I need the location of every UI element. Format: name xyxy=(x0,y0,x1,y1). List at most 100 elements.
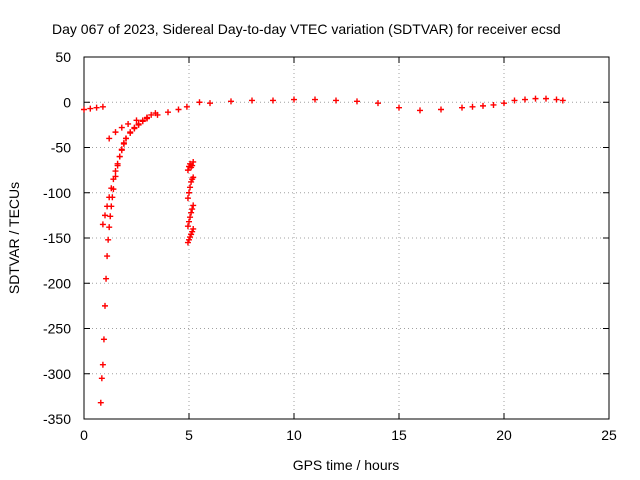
y-tick-label: -50 xyxy=(51,140,71,156)
data-point xyxy=(114,160,121,167)
data-point xyxy=(131,125,138,132)
y-tick-label: -200 xyxy=(43,275,71,291)
series-gap-segments xyxy=(184,158,197,246)
data-point xyxy=(270,97,276,104)
data-point xyxy=(459,104,465,111)
y-tick-label: -250 xyxy=(43,321,71,337)
data-point xyxy=(189,162,196,169)
y-tick-label: -300 xyxy=(43,366,71,382)
tick-layer: 0 5 10 15 20 25 -350 -300 -250 -200 -150 -100 -50 0 50 xyxy=(43,49,617,443)
data-point xyxy=(196,99,203,106)
data-point xyxy=(127,130,134,137)
data-point xyxy=(553,96,560,103)
data-point xyxy=(190,225,197,232)
data-point xyxy=(139,118,146,125)
y-tick-label: -150 xyxy=(43,230,71,246)
data-point xyxy=(106,194,113,201)
data-point xyxy=(110,176,117,183)
data-point xyxy=(522,96,528,103)
data-point xyxy=(469,103,476,110)
data-point xyxy=(102,302,108,309)
data-point xyxy=(207,100,213,107)
data-point xyxy=(511,97,518,104)
data-point xyxy=(532,95,539,102)
data-point xyxy=(106,135,113,142)
data-point xyxy=(543,95,549,102)
data-point xyxy=(354,98,360,105)
data-point xyxy=(184,195,191,202)
data-point xyxy=(81,106,87,113)
data-point xyxy=(123,135,129,142)
data-point xyxy=(186,236,192,243)
data-point xyxy=(133,117,140,124)
data-point xyxy=(104,203,111,210)
data-point xyxy=(93,104,100,111)
x-tick-label: 10 xyxy=(286,427,302,443)
data-point xyxy=(375,100,381,107)
data-point xyxy=(291,96,297,103)
data-point xyxy=(103,275,110,282)
data-point xyxy=(190,158,197,165)
data-point xyxy=(184,223,191,230)
y-tick-label: 50 xyxy=(55,49,71,65)
data-point xyxy=(99,103,106,110)
data-point xyxy=(118,147,125,154)
data-point xyxy=(106,224,113,231)
data-point xyxy=(188,231,195,238)
data-point xyxy=(186,189,192,196)
data-point xyxy=(228,98,234,105)
data-point xyxy=(165,109,171,116)
data-point xyxy=(396,104,402,111)
data-point xyxy=(98,375,105,382)
x-tick-label: 20 xyxy=(496,427,512,443)
data-point xyxy=(187,214,194,221)
x-tick-label: 25 xyxy=(601,427,617,443)
data-point xyxy=(333,97,339,104)
series-descent-branch xyxy=(97,110,159,406)
data-point xyxy=(417,107,423,114)
data-point xyxy=(184,167,191,174)
data-point xyxy=(99,361,106,368)
data-point xyxy=(107,213,114,220)
chart-title: Day 067 of 2023, Sidereal Day-to-day VTE… xyxy=(52,21,561,37)
data-point xyxy=(105,236,112,243)
data-point xyxy=(183,103,190,110)
data-point xyxy=(104,253,111,260)
data-point xyxy=(116,153,123,160)
data-points xyxy=(81,95,566,406)
data-point xyxy=(186,218,192,225)
series-main-trend xyxy=(81,95,566,142)
data-point xyxy=(120,140,127,147)
data-point xyxy=(97,399,104,406)
x-tick-label: 0 xyxy=(80,427,88,443)
data-point xyxy=(112,168,119,175)
y-tick-label: -100 xyxy=(43,185,71,201)
data-point xyxy=(501,100,507,107)
y-tick-label: -350 xyxy=(43,411,71,427)
x-axis-label: GPS time / hours xyxy=(293,457,400,473)
y-axis-label: SDTVAR / TECUs xyxy=(6,182,22,294)
data-point xyxy=(490,101,497,108)
x-tick-label: 5 xyxy=(185,427,193,443)
data-point xyxy=(480,102,486,109)
data-point xyxy=(190,202,197,209)
data-point xyxy=(438,106,444,113)
data-point xyxy=(108,185,115,192)
data-point xyxy=(102,212,108,219)
data-point xyxy=(99,221,106,228)
data-point xyxy=(187,184,194,191)
grid-layer xyxy=(84,57,609,419)
data-point xyxy=(100,336,107,343)
x-tick-label: 15 xyxy=(391,427,407,443)
data-point xyxy=(144,115,150,122)
data-point xyxy=(125,120,132,127)
data-point xyxy=(559,97,566,104)
data-point xyxy=(188,178,195,185)
data-point xyxy=(184,239,191,246)
data-point xyxy=(87,105,94,112)
data-point xyxy=(152,110,159,117)
data-point xyxy=(189,206,196,213)
plot-frame xyxy=(83,56,610,420)
data-point xyxy=(175,106,182,113)
